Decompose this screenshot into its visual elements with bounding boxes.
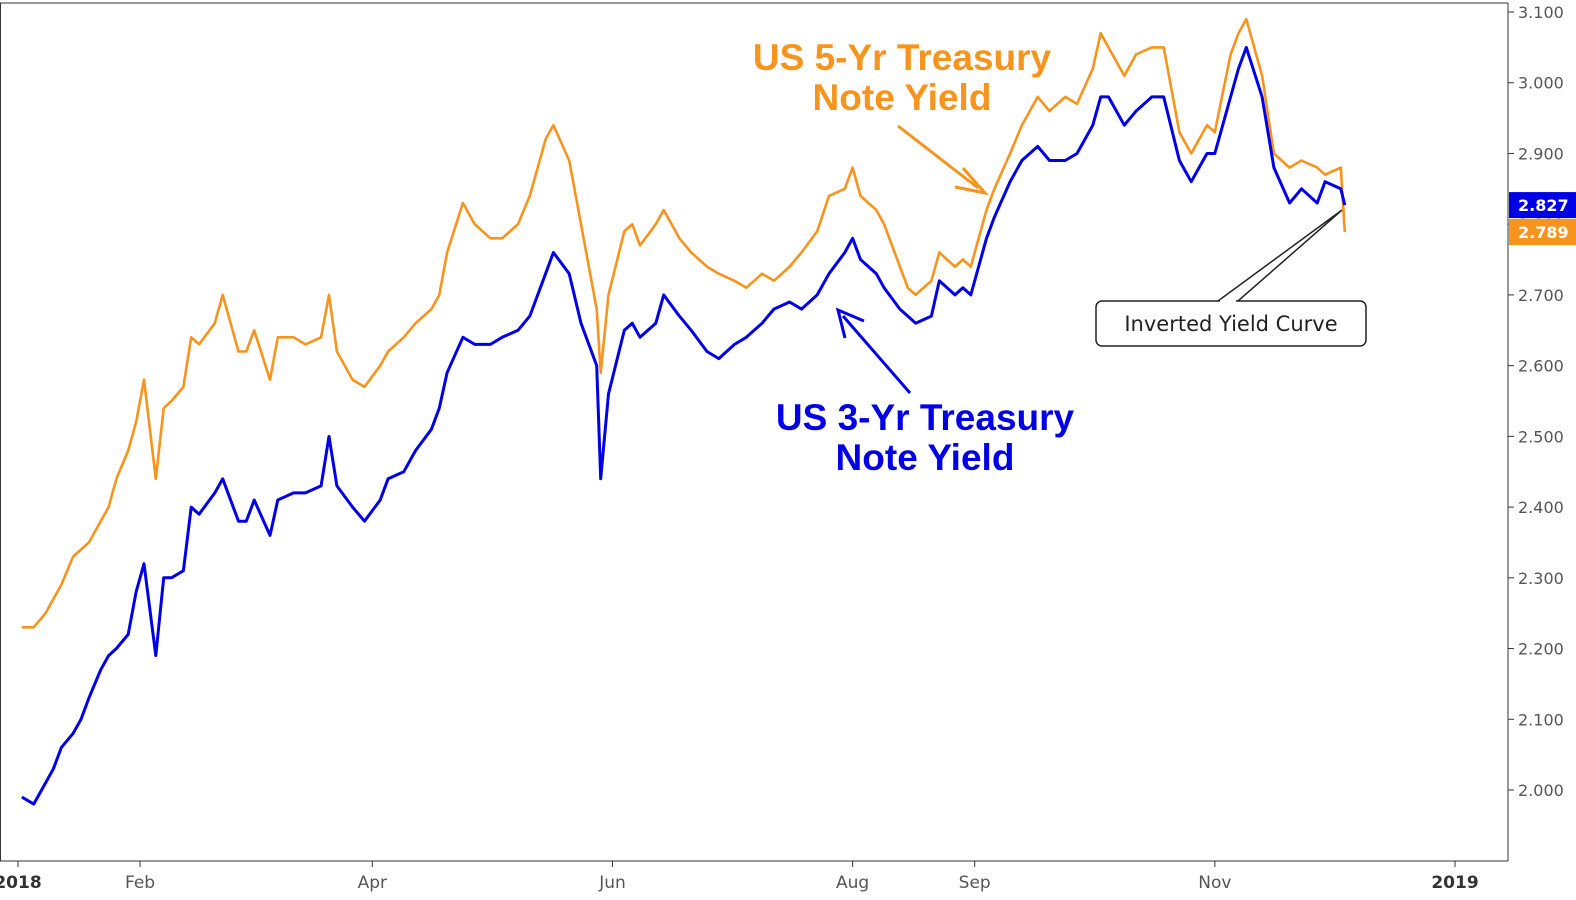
last-value-badge-3yr: 2.827 [1509, 192, 1576, 219]
annotation-5yr-line: Note Yield [813, 77, 992, 118]
series-layer [21, 17, 1347, 806]
annotation-3yr-line: Note Yield [836, 437, 1015, 478]
y-tick-label: 2.700 [1518, 286, 1564, 305]
x-tick-label: Jun [598, 873, 626, 893]
annotation-3yr-arrowhead [835, 307, 865, 339]
x-tick-label: Nov [1198, 873, 1231, 893]
y-tick-label: 2.500 [1518, 427, 1564, 446]
inverted-yield-callout: Inverted Yield Curve [1095, 209, 1367, 347]
annotation-5yr-line: US 5-Yr Treasury [753, 37, 1052, 78]
y-tick-label: 2.000 [1518, 781, 1564, 800]
y-tick-label: 2.200 [1518, 640, 1564, 659]
x-tick-label: Sep [959, 873, 991, 893]
annotation-5yr-arrow [897, 124, 979, 190]
callout-text: Inverted Yield Curve [1124, 312, 1337, 336]
last-value-badges: 2.789 2.827 [1509, 192, 1576, 245]
x-tick-label: 2019 [1431, 873, 1478, 893]
badge-background [1509, 192, 1576, 219]
badge-value: 2.789 [1518, 223, 1569, 242]
y-tick-label: 2.100 [1518, 710, 1564, 729]
last-value-badge-5yr: 2.789 [1509, 218, 1576, 245]
y-tick-label: 2.300 [1518, 569, 1564, 588]
series-line-3yr [21, 45, 1347, 806]
x-tick-label: Aug [836, 873, 869, 893]
badge-background [1509, 218, 1576, 245]
y-tick-label: 2.400 [1518, 498, 1564, 517]
annotation-5yr-arrowhead [954, 167, 990, 196]
x-tick-label: Feb [125, 873, 155, 893]
annotation-3yr-arrow [841, 315, 912, 394]
y-tick-label: 3.000 [1518, 74, 1564, 93]
y-tick-label: 2.600 [1518, 357, 1564, 376]
y-tick-label: 2.900 [1518, 144, 1564, 163]
annotation-3yr-line: US 3-Yr Treasury [776, 397, 1075, 438]
y-tick-label: 3.100 [1518, 3, 1564, 22]
badge-value: 2.827 [1518, 196, 1569, 215]
series-line-5yr [21, 17, 1347, 629]
x-tick-label: 2018 [0, 873, 42, 893]
x-tick-label: Apr [358, 873, 387, 893]
